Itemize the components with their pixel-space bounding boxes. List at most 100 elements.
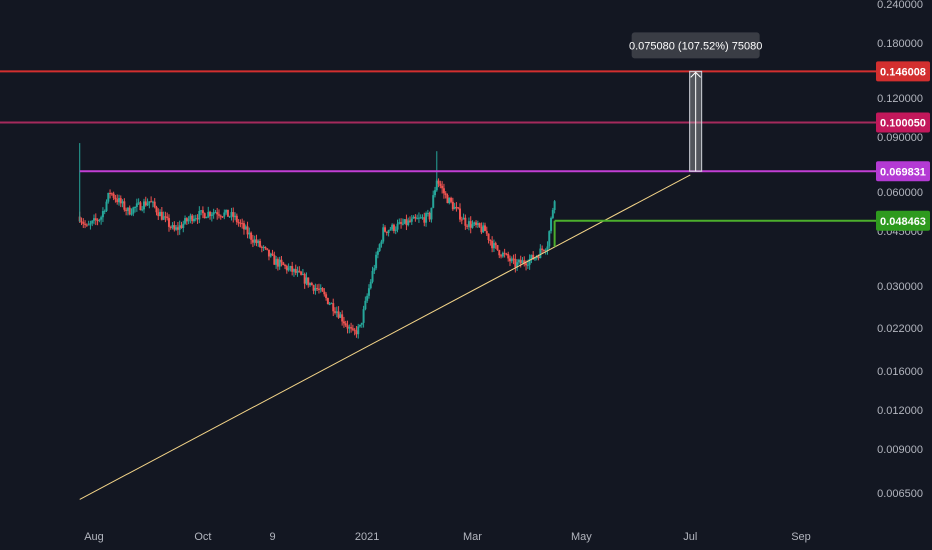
candle-up <box>292 269 295 272</box>
candle-up <box>378 244 381 251</box>
candle-up <box>225 209 228 213</box>
candle-down <box>273 255 276 265</box>
candle-down <box>160 211 163 220</box>
candle-down <box>334 311 337 313</box>
candle-down <box>384 227 387 232</box>
candle-down <box>226 209 229 217</box>
candle-down <box>346 325 349 329</box>
y-tick-label: 0.120000 <box>877 93 923 105</box>
candle-down <box>221 216 224 218</box>
candle-down <box>276 259 279 267</box>
candle-up <box>394 229 397 231</box>
support-trendline[interactable] <box>79 174 691 500</box>
candle-down <box>169 226 172 228</box>
x-tick-label: 9 <box>269 531 275 543</box>
candle-down <box>219 215 222 217</box>
candle-down <box>337 311 340 318</box>
candle-down <box>312 285 315 291</box>
candle-down <box>414 216 417 219</box>
candle-down <box>310 283 313 286</box>
candle-down <box>489 239 492 242</box>
candle-down <box>109 192 112 194</box>
candle-down <box>541 248 544 250</box>
y-tick-label: 0.016000 <box>877 366 923 378</box>
candle-down <box>85 224 88 226</box>
candle-down <box>455 206 458 208</box>
price-badge-label: 0.069831 <box>880 166 926 178</box>
candle-up <box>296 270 299 273</box>
candle-up <box>178 225 181 230</box>
candle-down <box>353 329 356 331</box>
candle-down <box>325 294 328 298</box>
candle-up <box>448 197 451 204</box>
x-tick-label: May <box>571 531 592 543</box>
candle-down <box>485 231 488 234</box>
candle-down <box>316 287 319 289</box>
candle-up <box>98 219 101 221</box>
candle-up <box>521 260 524 264</box>
time-axis[interactable]: Aug Oct 9 2021 Mar May Jul Sep <box>84 531 811 543</box>
candle-down <box>294 269 297 273</box>
candle-down <box>405 219 408 226</box>
candle-up <box>244 226 247 230</box>
y-tick-label: 0.030000 <box>877 281 923 293</box>
candle-down <box>119 198 122 204</box>
candle-down <box>464 217 467 226</box>
candle-up <box>230 212 233 217</box>
candle-up <box>182 223 185 228</box>
candle-up <box>371 270 374 282</box>
candle-up <box>492 243 495 249</box>
candle-down <box>385 231 388 233</box>
measure-arrow-head-icon <box>690 71 702 78</box>
candle-up <box>462 217 465 220</box>
candle-up <box>335 311 338 313</box>
candle-down <box>491 241 494 249</box>
candle-up <box>89 223 92 225</box>
candle-up <box>533 258 536 260</box>
candle-down <box>191 215 194 222</box>
candle-down <box>496 245 499 251</box>
candle-down <box>508 258 511 262</box>
candle-up <box>287 267 290 271</box>
candle-up <box>137 202 140 204</box>
price-badge <box>876 161 930 182</box>
candle-up <box>391 224 394 230</box>
candle-up <box>434 190 437 196</box>
candle-down <box>266 248 269 250</box>
candle-down <box>264 246 267 249</box>
candle-down <box>203 213 206 219</box>
candle-down <box>525 263 528 266</box>
candle-up <box>262 246 265 248</box>
candle-down <box>150 201 153 203</box>
candle-up <box>105 201 108 211</box>
candle-up <box>212 212 215 215</box>
candle-up <box>91 220 94 224</box>
candle-down <box>300 271 303 275</box>
candle-down <box>542 249 545 251</box>
candle-down <box>498 250 501 256</box>
candle-down <box>441 185 444 189</box>
candle-down <box>180 225 183 228</box>
candle-down <box>450 197 453 202</box>
candle-down <box>392 224 395 231</box>
candle-up <box>364 300 367 310</box>
candle-down <box>285 265 288 271</box>
candle-up <box>275 259 278 265</box>
candle-down <box>503 252 506 254</box>
candle-up <box>301 274 304 276</box>
candle-down <box>232 212 235 218</box>
candle-up <box>396 223 399 230</box>
candle-up <box>553 201 556 211</box>
candle-up <box>205 217 208 219</box>
price-axis[interactable]: 0.240000 0.180000 0.120000 0.090000 0.060000… <box>877 0 923 500</box>
candle-down <box>505 253 508 255</box>
candle-down <box>216 212 219 215</box>
candle-down <box>217 214 220 216</box>
candle-down <box>409 220 412 222</box>
x-tick-label: 2021 <box>355 531 379 543</box>
candle-down <box>116 199 119 203</box>
candle-down <box>209 211 212 216</box>
candle-up <box>510 258 513 262</box>
candle-up <box>410 218 413 222</box>
